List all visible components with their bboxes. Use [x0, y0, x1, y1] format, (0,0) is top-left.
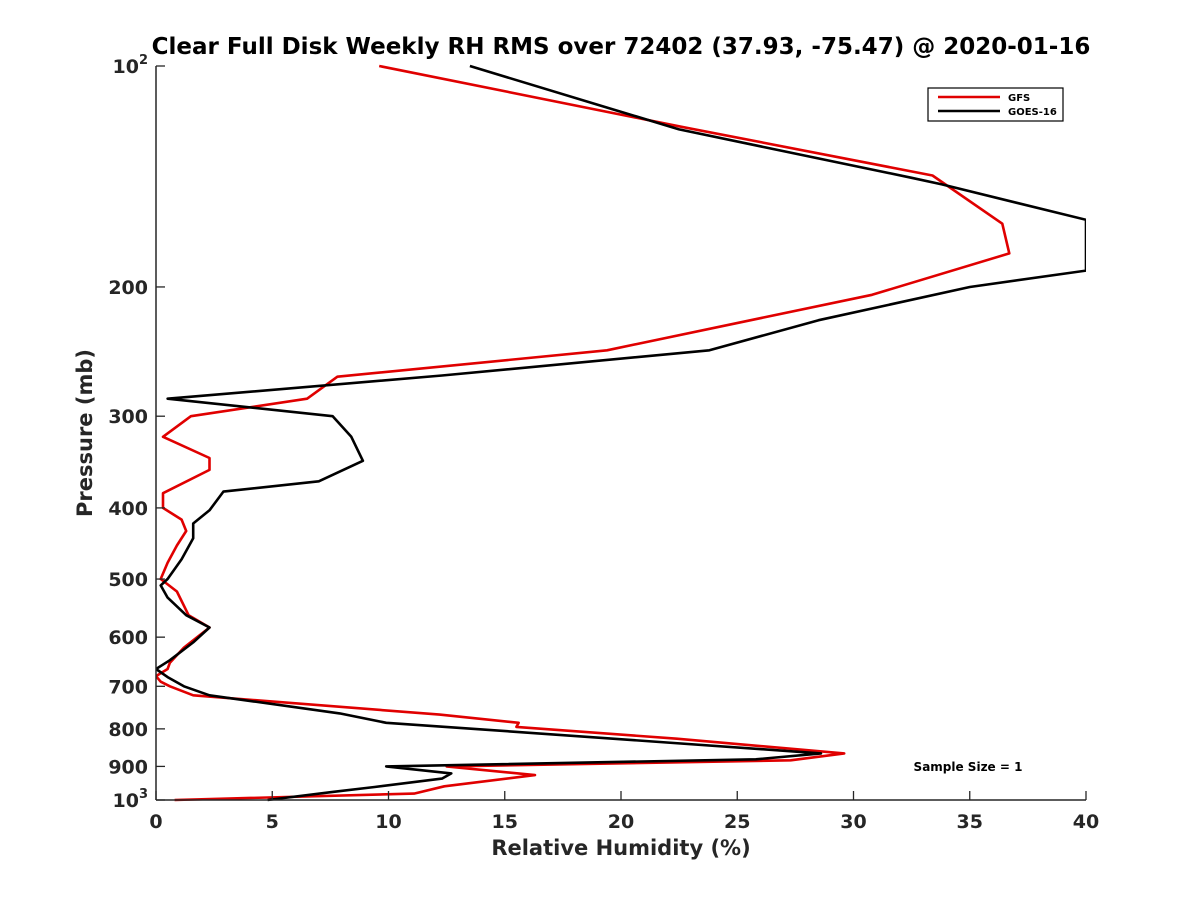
series-layer [156, 64, 1086, 802]
y-tick-label: 800 [108, 719, 148, 741]
y-tick-label: 400 [108, 498, 148, 520]
series-line-goes-16 [156, 64, 1086, 802]
x-tick-label: 40 [1073, 811, 1099, 833]
y-tick-label: 700 [108, 676, 148, 698]
series-line-gfs [156, 64, 1011, 802]
legend-items: GFS GOES-16 [938, 93, 1057, 118]
legend: GFS GOES-16 [927, 87, 1064, 122]
plot-area [156, 66, 1086, 800]
y-axis-ticks: 102 200 300 400 500 600 700 800 900 103 [108, 53, 165, 812]
y-tick-label: 900 [108, 756, 148, 778]
legend-label: GFS [1008, 93, 1030, 104]
y-tick-label: 500 [108, 569, 148, 591]
chart-title: Clear Full Disk Weekly RH RMS over 72402… [152, 34, 1091, 60]
x-axis-ticks: 0 5 10 15 20 25 30 35 40 [149, 791, 1099, 833]
sample-size-annotation: Sample Size = 1 [914, 760, 1023, 774]
y-tick-label: 102 [113, 53, 149, 78]
x-tick-label: 20 [608, 811, 634, 833]
x-axis-label: Relative Humidity (%) [491, 836, 750, 860]
y-tick-label: 600 [108, 627, 148, 649]
x-tick-label: 35 [957, 811, 983, 833]
y-tick-label: 300 [108, 406, 148, 428]
x-tick-label: 25 [724, 811, 750, 833]
y-tick-label: 103 [113, 787, 149, 812]
x-tick-label: 0 [149, 811, 162, 833]
legend-box [927, 87, 1064, 122]
x-tick-label: 30 [840, 811, 866, 833]
plot-background [156, 66, 1086, 800]
legend-label: GOES-16 [1008, 107, 1057, 118]
x-tick-label: 15 [492, 811, 518, 833]
x-tick-label: 10 [375, 811, 401, 833]
x-tick-label: 5 [266, 811, 279, 833]
y-axis-label: Pressure (mb) [73, 349, 97, 517]
y-tick-label: 200 [108, 277, 148, 299]
